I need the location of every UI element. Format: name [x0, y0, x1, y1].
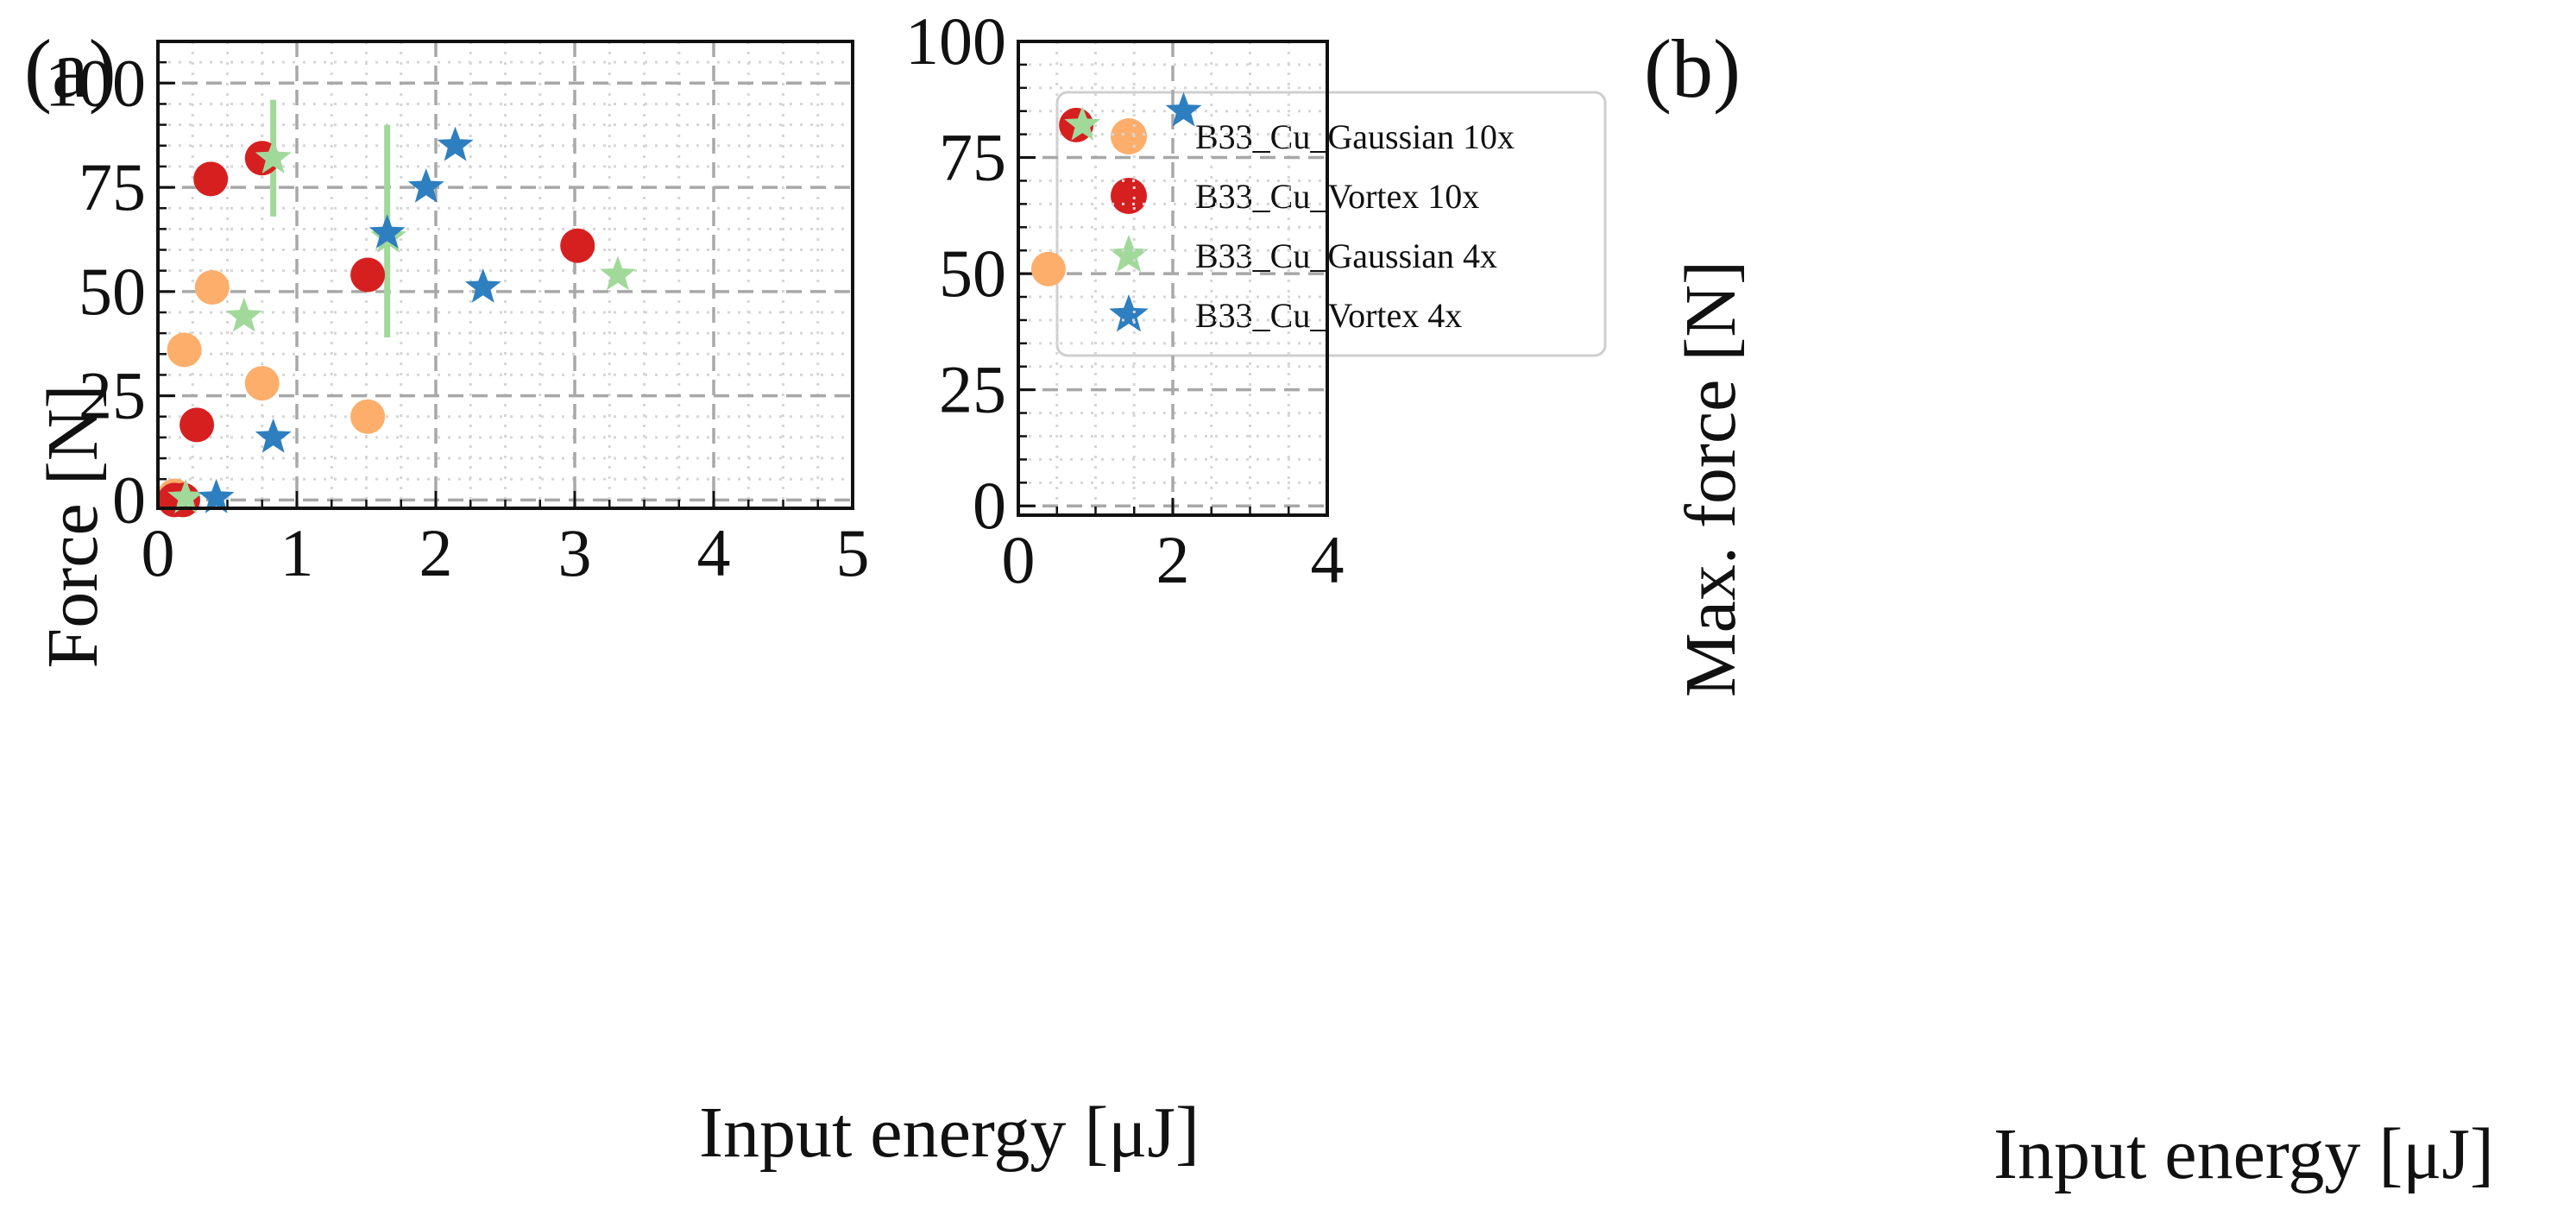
panel-a-marks	[157, 126, 636, 518]
y-tick-label: 75	[939, 120, 1006, 195]
data-point-gaussian-10x	[167, 332, 202, 368]
legend-marker-vortex-10x	[1111, 178, 1147, 214]
y-tick-label: 0	[112, 462, 146, 537]
x-tick-label: 4	[697, 515, 731, 590]
panel-b-grid	[1018, 41, 1327, 515]
y-tick-label: 50	[79, 254, 146, 329]
panel-a-ticks	[156, 60, 854, 508]
data-point-vortex-10x	[560, 228, 595, 263]
data-point-gaussian-4x	[1064, 105, 1101, 141]
data-point-gaussian-10x	[244, 366, 280, 401]
panel-b-tick-labels: 0 2 4 0 25 50 75 100	[905, 3, 1345, 597]
panel-b-x-axis-title: Input energy [μJ]	[1993, 1114, 2494, 1194]
x-tick-label: 3	[558, 515, 592, 590]
legend-entry-gaussian-4x: B33_Cu_Gaussian 4x	[1109, 235, 1497, 275]
data-point-vortex-10x	[193, 161, 229, 197]
data-point-gaussian-4x	[600, 255, 636, 291]
panel-a-frame	[156, 40, 854, 510]
x-tick-label: 1	[280, 515, 314, 590]
panel-b-y-axis-title: Max. force [N]	[1671, 261, 1751, 697]
panel-b-label: (b)	[1644, 22, 1741, 115]
y-tick-label: 0	[973, 468, 1006, 543]
x-tick-label: 2	[1156, 522, 1190, 597]
legend-label-vortex-10x: B33_Cu_Vortex 10x	[1195, 177, 1479, 216]
x-tick-label: 0	[1002, 522, 1036, 597]
legend-entry-vortex-10x: B33_Cu_Vortex 10x	[1111, 177, 1479, 216]
legend-marker-gaussian-10x	[1111, 118, 1147, 154]
panel-b-frame	[1017, 40, 1329, 517]
data-point-vortex-4x	[368, 214, 406, 249]
data-point-vortex-4x	[407, 168, 444, 203]
x-tick-label: 5	[836, 515, 870, 590]
data-point-vortex-10x	[180, 407, 215, 443]
data-point-gaussian-10x	[1030, 251, 1066, 287]
data-point-gaussian-4x	[255, 139, 292, 173]
legend-marker-gaussian-4x	[1109, 235, 1149, 273]
x-tick-label: 4	[1311, 522, 1345, 597]
legend-label-gaussian-4x: B33_Cu_Gaussian 4x	[1195, 236, 1497, 275]
data-point-vortex-4x	[1165, 91, 1202, 127]
legend-label-gaussian-10x: B33_Cu_Gaussian 10x	[1195, 117, 1515, 156]
y-tick-label: 25	[939, 352, 1006, 427]
data-point-gaussian-10x	[350, 399, 386, 434]
y-tick-label: 25	[79, 358, 146, 433]
data-point-vortex-4x	[255, 418, 292, 453]
panel-a-label: (a)	[24, 22, 117, 115]
y-tick-label: 100	[905, 3, 1006, 79]
panel-a-y-axis-title: Force [N]	[33, 385, 113, 669]
panel-a-x-axis-title: Input energy [μJ]	[699, 1093, 1200, 1173]
data-point-vortex-10x	[350, 257, 386, 293]
y-tick-label: 100	[45, 45, 146, 120]
data-point-gaussian-4x	[225, 297, 262, 332]
data-point-vortex-4x	[198, 478, 235, 513]
panel-b-marks	[1030, 91, 1202, 287]
legend: B33_Cu_Gaussian 10x B33_Cu_Vortex 10x B3…	[1055, 91, 1607, 357]
legend-marker-vortex-4x	[1109, 294, 1149, 332]
panel-a-error-bars	[270, 99, 391, 337]
panel-a: (a) Input energy [μJ] Force [N] 0 1 2 3 4 502…	[24, 22, 1607, 1173]
data-point-vortex-4x	[464, 268, 501, 303]
panel-b: (b) Input energy [μJ] Max. force [N] 0 2 4…	[905, 3, 2494, 1194]
x-tick-label: 2	[419, 515, 453, 590]
data-point-vortex-4x	[437, 126, 474, 161]
legend-entry-gaussian-10x: B33_Cu_Gaussian 10x	[1111, 117, 1515, 156]
y-tick-label: 50	[939, 236, 1006, 311]
x-tick-label: 0	[142, 515, 175, 590]
y-tick-label: 75	[79, 149, 146, 224]
data-point-gaussian-10x	[194, 269, 230, 305]
data-point-gaussian-4x	[167, 478, 205, 513]
panel-a-grid	[158, 41, 853, 508]
